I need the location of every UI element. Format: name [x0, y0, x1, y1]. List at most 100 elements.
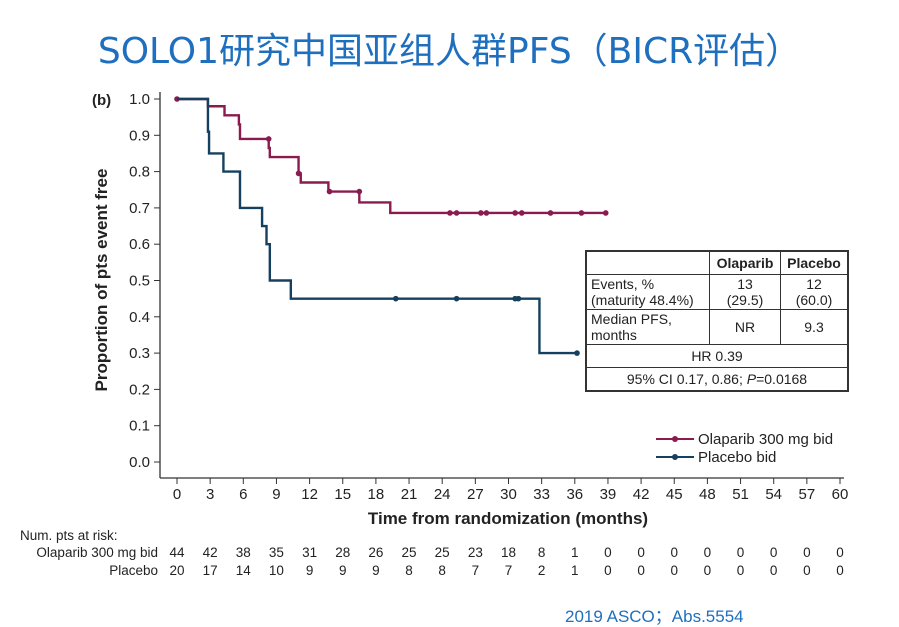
risk-value: 0 [670, 563, 678, 578]
x-tick-label: 51 [732, 486, 749, 503]
slide-title: SOLO1研究中国亚组人群PFS（BICR评估） [97, 31, 802, 72]
risk-label-placebo: Placebo [109, 563, 158, 578]
x-tick-label: 39 [600, 486, 617, 503]
risk-value: 0 [736, 545, 745, 560]
risk-value: 1 [571, 563, 579, 578]
risk-row-placebo: Placebo 20 17 14 10 9 9 9 8 8 7 7 2 1 0 0 0 0 0 0 0 0 [0, 563, 899, 581]
stats-header-olaparib: Olaparib [709, 250, 781, 275]
legend-item-olaparib: Olaparib 300 mg bid [656, 430, 833, 448]
legend: Olaparib 300 mg bid Placebo bid [656, 430, 833, 466]
events-olaparib: 13 (29.5) [709, 274, 781, 310]
risk-value: 0 [736, 563, 745, 578]
risk-value: 35 [268, 545, 284, 560]
legend-item-placebo: Placebo bid [656, 448, 833, 466]
y-axis-label: Proportion of pts event free [92, 169, 111, 392]
stats-header-blank [585, 250, 710, 275]
stats-header-placebo: Placebo [780, 250, 849, 275]
placebo-censor-mark [453, 295, 460, 302]
median-label-text: Median PFS, [591, 311, 672, 327]
x-axis-label: Time from randomization (months) [368, 509, 648, 528]
risk-value: 23 [467, 545, 483, 560]
y-tick-label: 0.9 [129, 127, 150, 144]
x-tick-label: 60 [832, 486, 849, 503]
y-tick-label: 0.8 [129, 164, 150, 181]
olaparib-line-swatch [656, 436, 694, 442]
risk-value: 0 [604, 563, 612, 578]
median-olaparib: NR [709, 309, 781, 345]
risk-value: 28 [335, 545, 351, 560]
y-tick-label: 0.7 [129, 200, 150, 217]
x-tick-label: 42 [633, 486, 650, 503]
risk-table-title: Num. pts at risk: [20, 528, 118, 543]
y-tick-label: 0.4 [129, 309, 150, 326]
y-tick-label: 0.1 [129, 418, 150, 435]
olaparib-censor-mark [453, 210, 460, 216]
risk-value: 0 [803, 563, 811, 578]
x-tick-label: 57 [799, 486, 816, 503]
events-olaparib-n: 13 [737, 276, 753, 292]
x-tick-label: 24 [434, 486, 451, 503]
x-tick-label: 27 [467, 486, 484, 503]
x-tick-label: 33 [533, 486, 550, 503]
olaparib-censor-mark [518, 210, 525, 216]
olaparib-curve [177, 97, 606, 215]
risk-value: 9 [372, 563, 380, 578]
placebo-curve [177, 97, 578, 355]
olaparib-censor-mark [512, 210, 518, 216]
x-tick-label: 36 [566, 486, 583, 503]
risk-value: 1 [571, 545, 579, 560]
events-placebo: 12 (60.0) [780, 274, 849, 310]
risk-value: 9 [305, 563, 314, 578]
risk-value: 0 [836, 563, 844, 578]
x-tick-label: 6 [239, 486, 247, 503]
risk-value: 7 [504, 563, 513, 578]
olaparib-censor-mark [326, 188, 333, 195]
confidence-interval: 95% CI 0.17, 0.86; P=0.0168 [585, 367, 849, 392]
risk-value: 7 [471, 563, 480, 578]
risk-value: 9 [338, 563, 347, 578]
olaparib-censor-mark [356, 188, 363, 195]
risk-value: 25 [434, 545, 450, 560]
x-tick-label: 45 [666, 486, 683, 503]
legend-label-placebo: Placebo bid [698, 448, 777, 466]
placebo-censor-mark [392, 295, 399, 302]
y-tick-label: 0.5 [129, 273, 150, 290]
y-tick-label: 0.0 [129, 454, 150, 471]
panel-label: (b) [92, 92, 111, 109]
risk-value: 2 [537, 563, 546, 578]
risk-value: 0 [670, 545, 678, 560]
risk-value: 25 [401, 545, 417, 560]
x-tick-label: 21 [401, 486, 418, 503]
olaparib-censor-mark [483, 210, 490, 216]
median-label: Median PFS, months [585, 309, 710, 345]
olaparib-censor-mark [447, 210, 453, 216]
risk-value: 0 [703, 563, 712, 578]
olaparib-censor-mark [265, 136, 272, 142]
risk-value: 0 [769, 563, 778, 578]
x-tick-label: 3 [206, 486, 214, 503]
risk-value: 20 [169, 563, 185, 578]
citation: 2019 ASCO；Abs.5554 [565, 607, 744, 626]
median-placebo: 9.3 [780, 309, 849, 345]
placebo-line-swatch [656, 454, 694, 460]
risk-value: 0 [604, 545, 612, 560]
olaparib-censor-mark [602, 210, 609, 216]
stats-table: Olaparib Placebo Events, % (maturity 48.4%… [585, 250, 849, 392]
olaparib-censor-mark [295, 170, 302, 177]
risk-value: 44 [169, 545, 185, 560]
x-tick-label: 18 [368, 486, 385, 503]
olaparib-censor-mark [578, 210, 585, 216]
y-tick-label: 0.2 [129, 381, 150, 398]
x-tick-label: 48 [699, 486, 716, 503]
risk-value: 14 [235, 563, 251, 578]
placebo-censor-mark [574, 350, 580, 356]
risk-value: 31 [302, 545, 318, 560]
olaparib-censor-mark [478, 210, 484, 216]
risk-value: 18 [500, 545, 517, 560]
legend-label-olaparib: Olaparib 300 mg bid [698, 430, 834, 448]
risk-value: 38 [235, 545, 251, 560]
risk-value: 0 [803, 545, 811, 560]
x-tick-label: 9 [272, 486, 280, 503]
placebo-censor-mark [515, 295, 522, 302]
